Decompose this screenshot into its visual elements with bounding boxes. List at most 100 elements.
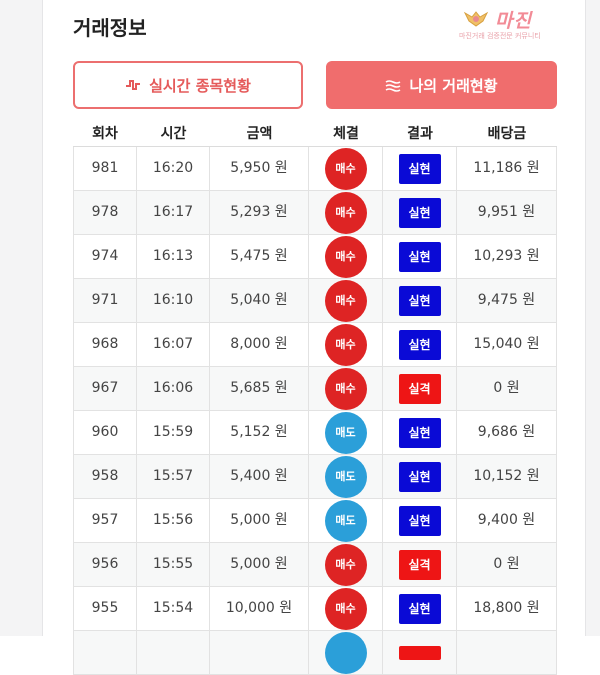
result-badge: 실현 <box>398 241 441 272</box>
trade-cell: 매도 <box>309 411 383 454</box>
round-cell: 974 <box>73 235 137 278</box>
result-badge: 실현 <box>398 285 441 316</box>
payout-cell: 18,800 원 <box>457 587 557 630</box>
table-row[interactable]: 978 16:17 5,293 원 매수 실현 9,951 원 <box>73 191 557 235</box>
time-cell: 15:54 <box>137 587 210 630</box>
pulse-icon <box>126 80 141 90</box>
result-cell: 실현 <box>383 279 457 322</box>
result-cell: 실현 <box>383 455 457 498</box>
table-row[interactable]: 981 16:20 5,950 원 매수 실현 11,186 원 <box>73 147 557 191</box>
watermark-subtitle: 마진거래 검증전문 커뮤니티 <box>459 32 541 40</box>
trade-type-badge: 매수 <box>324 147 367 190</box>
trade-type-badge: 매수 <box>324 279 367 322</box>
result-cell: 실현 <box>383 235 457 278</box>
left-gutter <box>0 0 43 636</box>
section-title: 거래정보 <box>73 16 147 40</box>
table-row[interactable]: 974 16:13 5,475 원 매수 실현 10,293 원 <box>73 235 557 279</box>
trade-type-badge: 매수 <box>324 587 367 630</box>
result-cell: 실격 <box>383 367 457 410</box>
trade-cell: 매도 <box>309 499 383 542</box>
amount-cell: 10,000 원 <box>210 587 309 630</box>
result-badge: 실현 <box>398 461 441 492</box>
tab-label: 실시간 종목현황 <box>149 76 251 95</box>
table-header: 회차 시간 금액 체결 결과 배당금 <box>73 120 557 148</box>
trade-cell: 매수 <box>309 191 383 234</box>
trade-type-badge: 매수 <box>324 323 367 366</box>
result-cell: 실현 <box>383 147 457 190</box>
payout-cell: 9,475 원 <box>457 279 557 322</box>
result-badge: 실격 <box>398 373 441 404</box>
trade-cell: 매수 <box>309 367 383 410</box>
trade-cell: 매수 <box>309 587 383 630</box>
amount-cell: 5,400 원 <box>210 455 309 498</box>
amount-cell: 5,152 원 <box>210 411 309 454</box>
payout-cell: 15,040 원 <box>457 323 557 366</box>
result-cell <box>383 631 457 674</box>
amount-cell <box>210 631 309 674</box>
table-row[interactable]: 971 16:10 5,040 원 매수 실현 9,475 원 <box>73 279 557 323</box>
column-header: 금액 <box>246 126 273 142</box>
table-row[interactable]: 956 15:55 5,000 원 매수 실격 0 원 <box>73 543 557 587</box>
wing-emblem-icon <box>463 11 489 27</box>
trade-type-badge: 매도 <box>324 499 367 542</box>
table-row[interactable]: 960 15:59 5,152 원 매도 실현 9,686 원 <box>73 411 557 455</box>
amount-cell: 5,040 원 <box>210 279 309 322</box>
result-badge: 실격 <box>398 549 441 580</box>
trade-table[interactable]: 981 16:20 5,950 원 매수 실현 11,186 원 978 16:17 5,293… <box>73 146 557 675</box>
time-cell <box>137 631 210 674</box>
trade-type-badge <box>324 631 367 674</box>
trade-type-badge: 매도 <box>324 411 367 454</box>
table-row[interactable]: 967 16:06 5,685 원 매수 실격 0 원 <box>73 367 557 411</box>
column-header: 결과 <box>407 126 433 142</box>
time-cell: 15:56 <box>137 499 210 542</box>
right-gutter <box>585 0 600 636</box>
amount-cell: 5,000 원 <box>210 499 309 542</box>
watermark-logo: 마진 마진거래 검증전문 커뮤니티 <box>455 4 595 40</box>
amount-cell: 5,950 원 <box>210 147 309 190</box>
round-cell: 967 <box>73 367 137 410</box>
table-row[interactable]: 958 15:57 5,400 원 매도 실현 10,152 원 <box>73 455 557 499</box>
result-cell: 실현 <box>383 411 457 454</box>
table-row[interactable] <box>73 631 557 675</box>
table-row[interactable]: 955 15:54 10,000 원 매수 실현 18,800 원 <box>73 587 557 631</box>
payout-cell: 10,152 원 <box>457 455 557 498</box>
round-cell: 968 <box>73 323 137 366</box>
result-cell: 실현 <box>383 587 457 630</box>
payout-cell <box>457 631 557 674</box>
result-badge: 실현 <box>398 593 441 624</box>
result-cell: 실현 <box>383 323 457 366</box>
tab-realtime-status[interactable]: 실시간 종목현황 <box>73 61 303 109</box>
amount-cell: 5,475 원 <box>210 235 309 278</box>
trade-type-badge: 매수 <box>324 235 367 278</box>
column-header: 시간 <box>160 126 187 142</box>
tab-my-trades[interactable]: 나의 거래현황 <box>326 61 557 109</box>
time-cell: 16:17 <box>137 191 210 234</box>
payout-cell: 9,686 원 <box>457 411 557 454</box>
result-badge: 실현 <box>398 329 441 360</box>
round-cell: 981 <box>73 147 137 190</box>
round-cell: 978 <box>73 191 137 234</box>
time-cell: 16:13 <box>137 235 210 278</box>
result-badge: 실현 <box>398 505 441 536</box>
result-cell: 실현 <box>383 499 457 542</box>
round-cell: 957 <box>73 499 137 542</box>
trade-cell: 매수 <box>309 323 383 366</box>
trade-type-badge: 매수 <box>324 191 367 234</box>
time-cell: 16:07 <box>137 323 210 366</box>
trade-cell <box>309 631 383 674</box>
payout-cell: 9,400 원 <box>457 499 557 542</box>
time-cell: 16:10 <box>137 279 210 322</box>
result-badge: 실현 <box>398 153 441 184</box>
amount-cell: 8,000 원 <box>210 323 309 366</box>
column-header: 체결 <box>333 126 359 142</box>
trade-type-badge: 매도 <box>324 455 367 498</box>
round-cell: 971 <box>73 279 137 322</box>
result-badge <box>398 645 441 660</box>
table-row[interactable]: 968 16:07 8,000 원 매수 실현 15,040 원 <box>73 323 557 367</box>
trade-cell: 매수 <box>309 147 383 190</box>
trade-type-badge: 매수 <box>324 543 367 586</box>
table-row[interactable]: 957 15:56 5,000 원 매도 실현 9,400 원 <box>73 499 557 543</box>
time-cell: 16:06 <box>137 367 210 410</box>
time-cell: 15:59 <box>137 411 210 454</box>
round-cell: 958 <box>73 455 137 498</box>
